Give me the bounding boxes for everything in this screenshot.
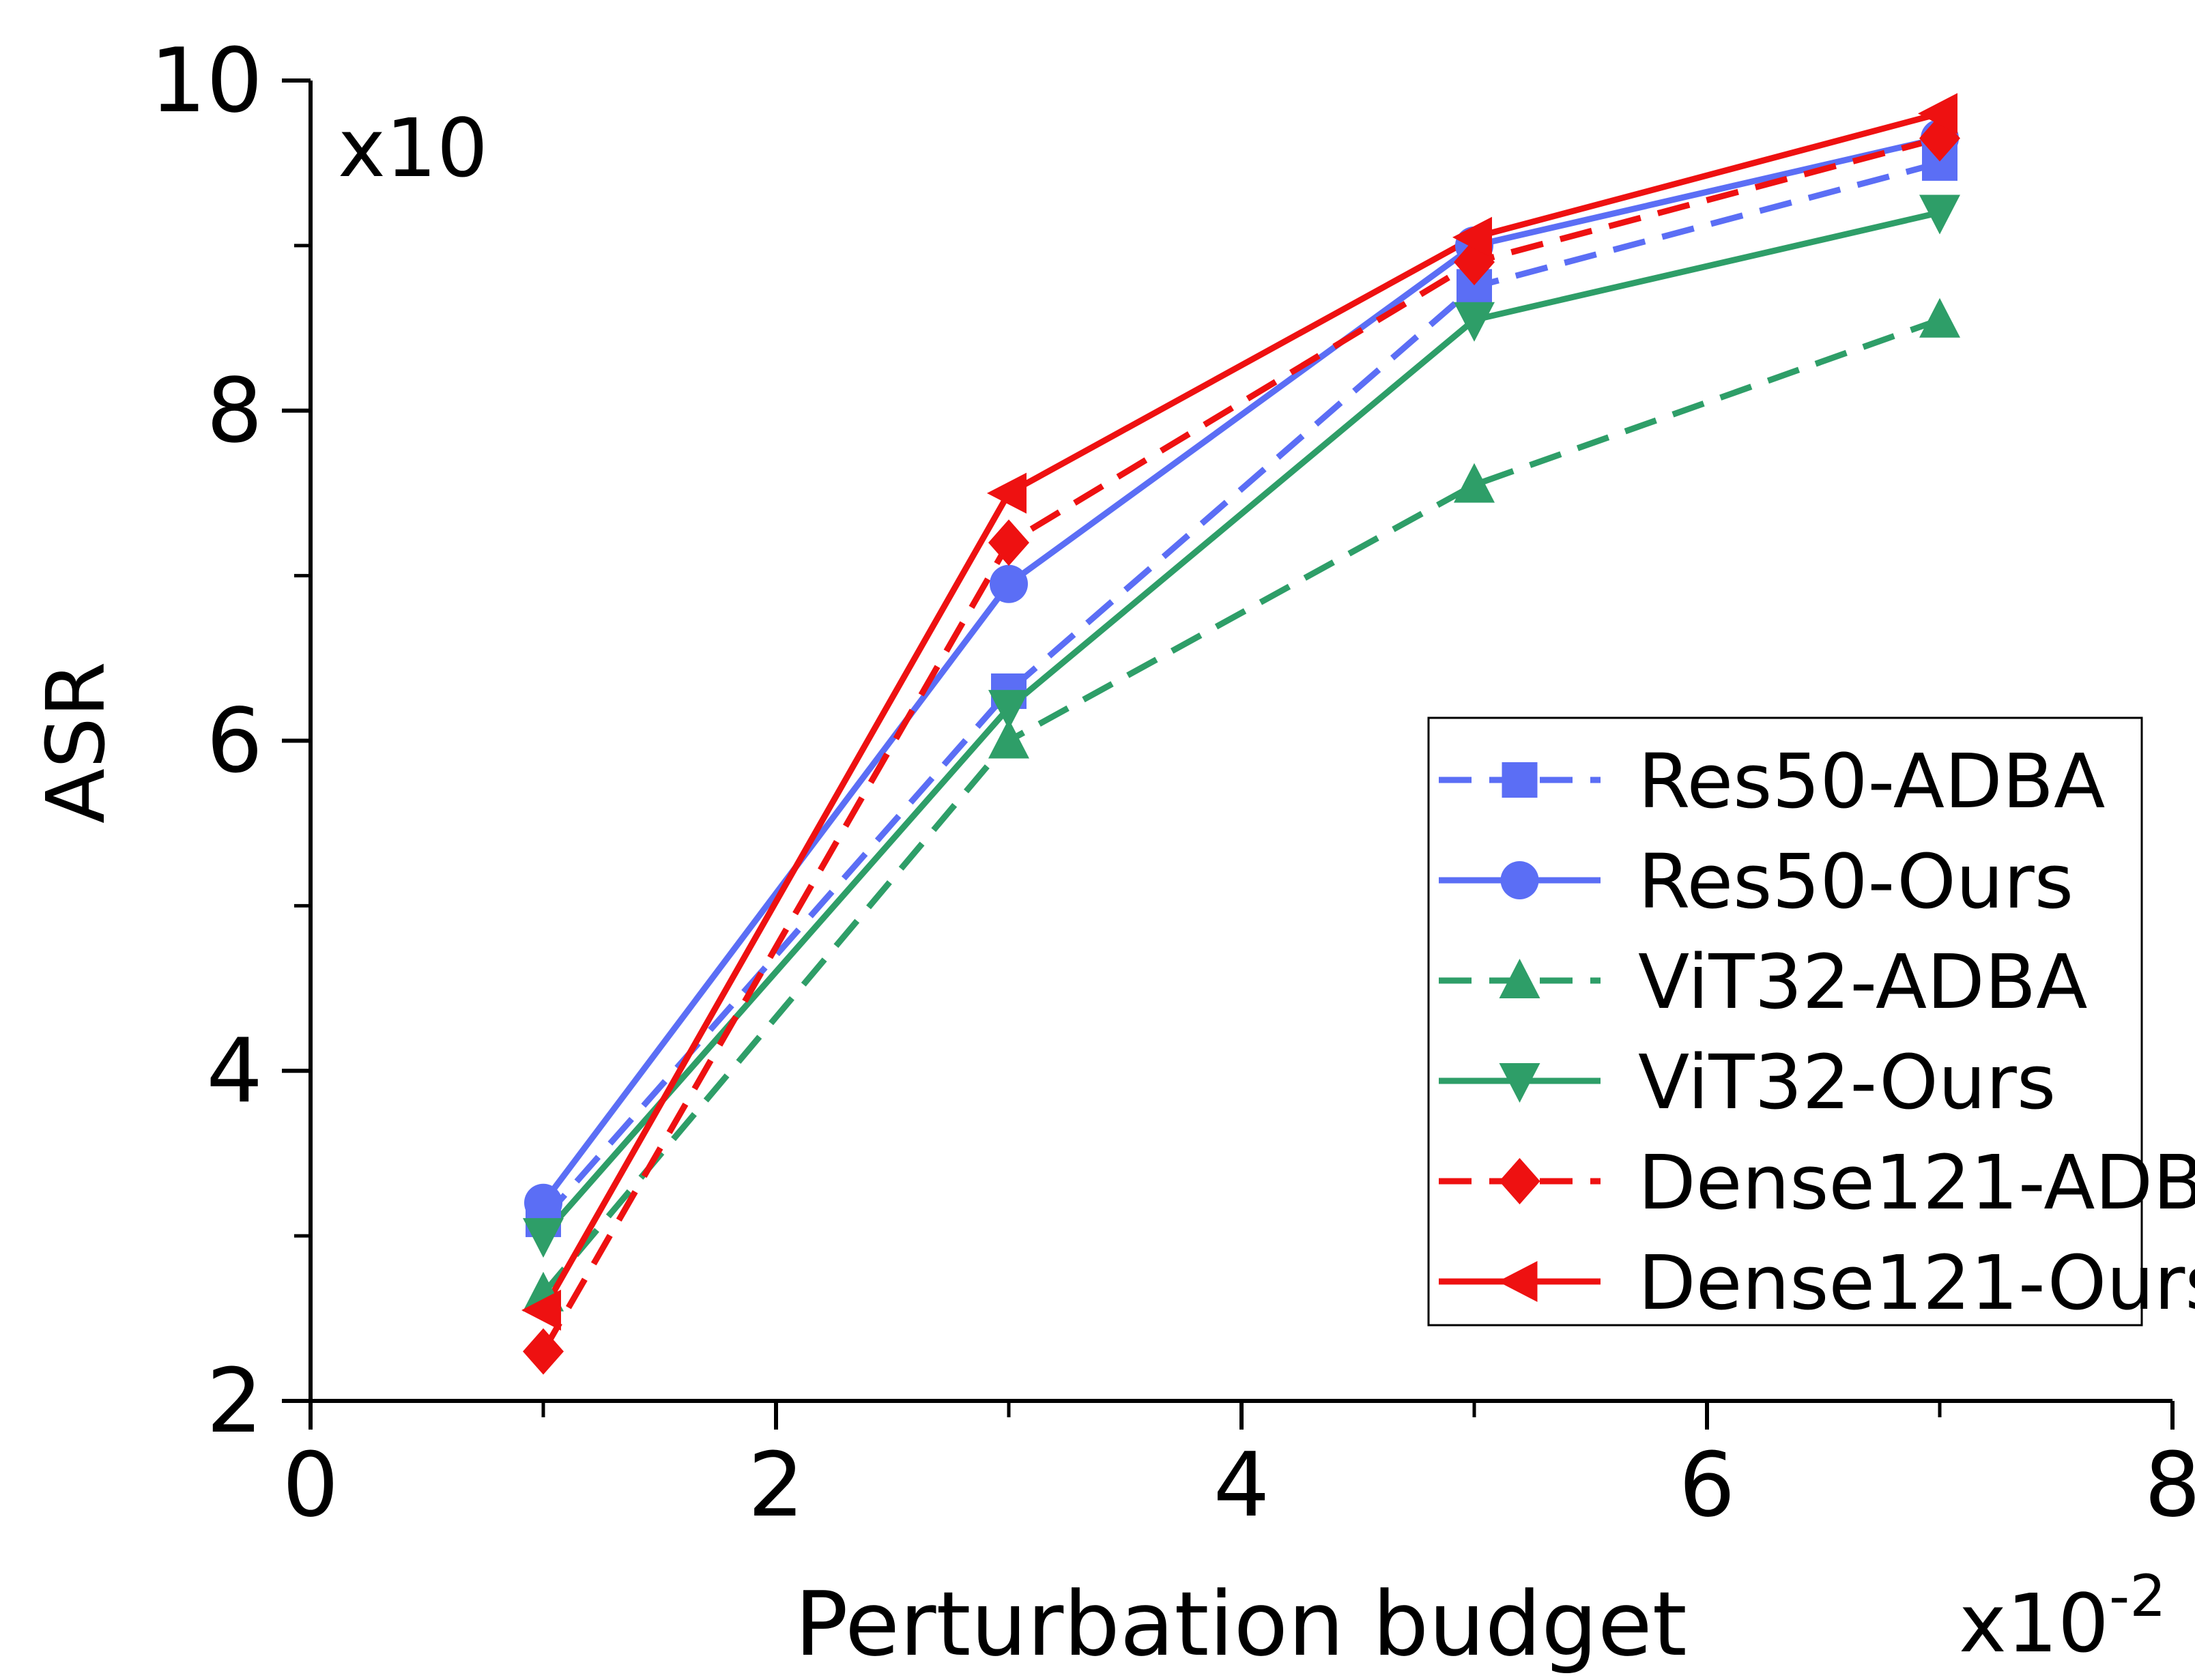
y-tick-label-10: 10 — [150, 29, 263, 132]
legend-box — [1427, 716, 2143, 1327]
point-vit32-ours-3 — [1919, 194, 1960, 235]
y-tick-label-8: 8 — [206, 359, 263, 463]
legend-label-res50-adba: Res50-ADBA — [1638, 738, 2105, 825]
series-lines — [541, 111, 1941, 1353]
legend-label-dense121-ours: Dense121-Ours — [1638, 1239, 2195, 1327]
point-vit32-adba-2 — [1454, 463, 1495, 503]
series-line-res50-adba — [541, 160, 1941, 1221]
x-tick-label-2: 2 — [748, 1433, 805, 1537]
legend-label-res50-ours: Res50-Ours — [1638, 838, 2074, 925]
legend-marker-dense121-adba — [1499, 1158, 1540, 1204]
point-dense121-adba-1 — [988, 519, 1029, 566]
point-vit32-adba-1 — [988, 719, 1029, 759]
x-axis-label: Perturbation budget — [794, 1572, 1687, 1676]
legend-marker-vit32-adba — [1499, 959, 1540, 998]
x-tick-label-0: 0 — [283, 1433, 339, 1537]
point-res50-ours-1 — [990, 564, 1028, 603]
series-line-dense121-adba — [541, 135, 1941, 1353]
y-tick-label-6: 6 — [206, 689, 263, 793]
series-line-res50-ours — [541, 135, 1941, 1205]
point-vit32-ours-2 — [1454, 302, 1495, 342]
point-dense121-ours-0 — [521, 1289, 561, 1331]
series-line-vit32-adba — [541, 317, 1941, 1296]
y-axis-label: ASR — [29, 661, 123, 824]
legend-marker-vit32-ours — [1499, 1063, 1540, 1103]
point-dense121-ours-3 — [1918, 93, 1957, 134]
x-tick-label-6: 6 — [1679, 1433, 1736, 1537]
point-dense121-ours-1 — [987, 472, 1027, 514]
series-markers — [521, 93, 1960, 1375]
legend-marker-res50-adba — [1502, 762, 1538, 798]
x-multiplier-base: x10 — [1959, 1576, 2109, 1670]
legend-label-vit32-adba: ViT32-ADBA — [1638, 938, 2088, 1026]
y-tick-label-2: 2 — [206, 1349, 263, 1453]
point-res50-ours-0 — [524, 1183, 562, 1222]
point-vit32-ours-1 — [988, 690, 1029, 730]
y-tick-label-4: 4 — [206, 1019, 263, 1123]
x-tick-label-4: 4 — [1214, 1433, 1270, 1537]
tick-marks — [282, 78, 2175, 1430]
x-tick-label-8: 8 — [2144, 1433, 2195, 1537]
x-multiplier-label: x10-2 — [1959, 1563, 2166, 1670]
point-dense121-ours-2 — [1452, 216, 1492, 258]
point-vit32-ours-0 — [523, 1218, 564, 1258]
legend-label-dense121-adba: Dense121-ADBA — [1638, 1139, 2195, 1226]
legend-marker-dense121-ours — [1497, 1261, 1538, 1302]
y-multiplier-label: x10 — [338, 101, 488, 195]
legend-marker-res50-ours — [1500, 861, 1539, 899]
series-line-dense121-ours — [541, 111, 1941, 1312]
point-dense121-adba-0 — [523, 1328, 564, 1375]
x-multiplier-exp: -2 — [2109, 1563, 2166, 1630]
legend-label-vit32-ours: ViT32-Ours — [1638, 1039, 2056, 1126]
legend: Res50-ADBA Res50-Ours ViT32-ADBA ViT32-Ours… — [1427, 716, 2195, 1327]
series-line-vit32-ours — [541, 209, 1941, 1239]
point-vit32-adba-3 — [1919, 298, 1960, 338]
